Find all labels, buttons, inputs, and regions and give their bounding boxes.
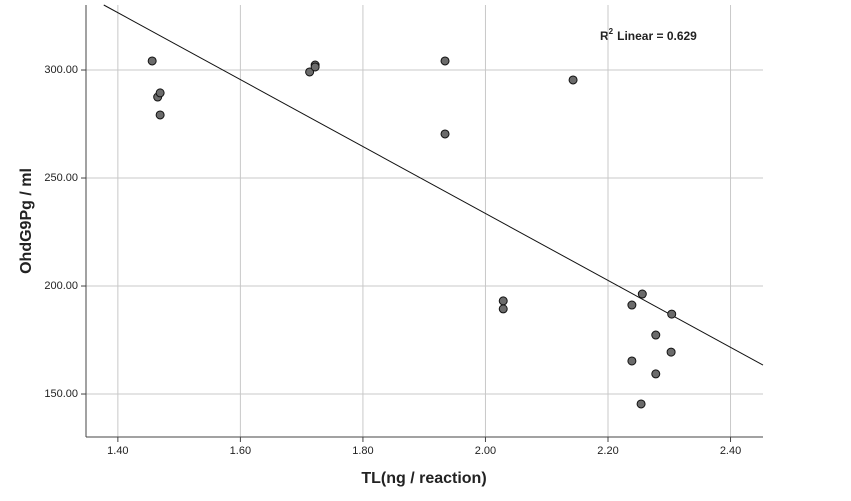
fit-line <box>103 4 764 366</box>
point <box>498 296 508 306</box>
point <box>155 110 165 120</box>
x-tick-label: 2.20 <box>597 445 618 457</box>
y-tick-label: 300.00 <box>44 64 78 76</box>
annotation-sup: 2 <box>609 27 614 36</box>
x-tick-label: 1.40 <box>107 445 128 457</box>
point <box>440 56 450 66</box>
point <box>155 88 165 98</box>
x-tick-label: 2.00 <box>475 445 496 457</box>
y-axis-label: OhdG9Pg / ml <box>18 168 35 274</box>
annotation-text: Linear = 0.629 <box>617 29 697 43</box>
x-tick-label: 2.40 <box>720 445 741 457</box>
point <box>667 309 677 319</box>
point <box>440 129 450 139</box>
y-tick-label: 200.00 <box>44 280 78 292</box>
x-tick-label: 1.80 <box>352 445 373 457</box>
y-tick-label: 150.00 <box>44 388 78 400</box>
point <box>305 67 315 77</box>
point <box>568 75 578 85</box>
point <box>147 56 157 66</box>
point <box>666 347 676 357</box>
point <box>310 62 320 72</box>
point <box>651 330 661 340</box>
point <box>627 300 637 310</box>
annotation: R2 Linear = 0.629 <box>600 27 697 43</box>
annotation-base: R <box>600 29 609 43</box>
x-axis-label: TL(ng / reaction) <box>361 470 486 487</box>
point <box>651 369 661 379</box>
point <box>637 289 647 299</box>
x-tick-label: 1.60 <box>230 445 251 457</box>
point <box>627 356 637 366</box>
y-tick-label: 250.00 <box>44 172 78 184</box>
point <box>498 304 508 314</box>
point <box>636 399 646 409</box>
